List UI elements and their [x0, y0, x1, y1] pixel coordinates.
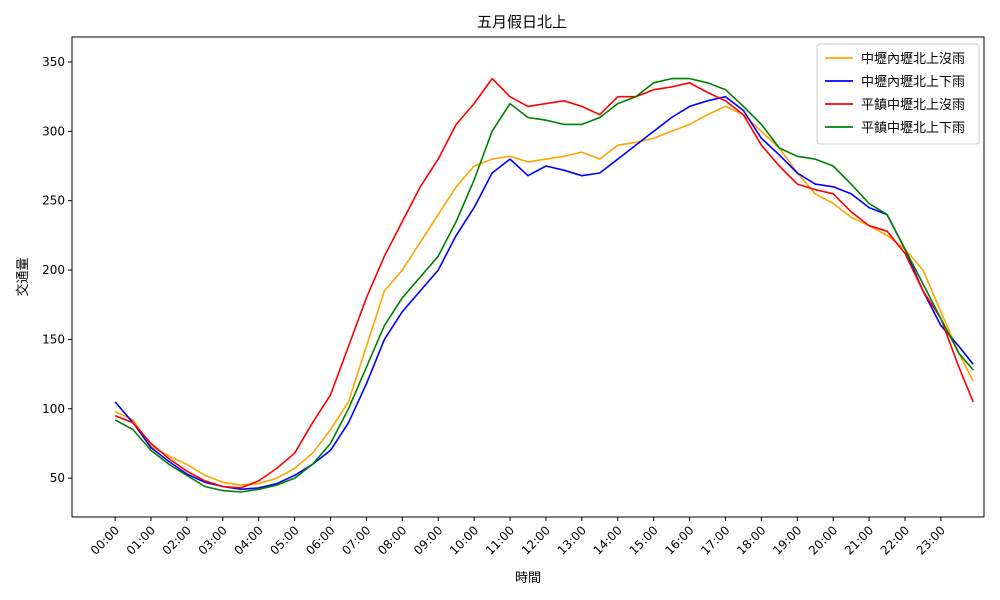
series-line-4 — [114, 77, 974, 493]
y-tick-label: 150 — [42, 332, 65, 346]
y-tick-label: 300 — [42, 124, 65, 138]
y-axis-label: 交通量 — [15, 257, 31, 296]
plot-content — [114, 77, 974, 493]
y-tick-label: 50 — [50, 471, 65, 485]
legend-entry: 中壢內壢北上下雨 — [861, 75, 965, 90]
chart-title: 五月假日北上 — [477, 13, 567, 31]
y-tick-label: 250 — [42, 194, 65, 208]
series-line-1 — [114, 105, 974, 486]
plot-frame — [71, 36, 985, 518]
series-line-3 — [114, 77, 974, 489]
y-tick-label: 200 — [42, 263, 65, 277]
x-axis-label: 時間 — [515, 571, 541, 586]
y-tick-label: 350 — [42, 55, 65, 69]
legend-entry: 中壢內壢北上沒雨 — [861, 52, 965, 67]
legend-box — [816, 43, 980, 145]
legend-entry: 平鎮中壢北上下雨 — [861, 120, 965, 136]
series-line-2 — [114, 95, 974, 491]
y-axis: 50 100 150 200 250 300 350 — [42, 55, 72, 485]
y-tick-label: 100 — [42, 402, 65, 416]
legend-entry: 平鎮中壢北上沒雨 — [861, 97, 965, 113]
